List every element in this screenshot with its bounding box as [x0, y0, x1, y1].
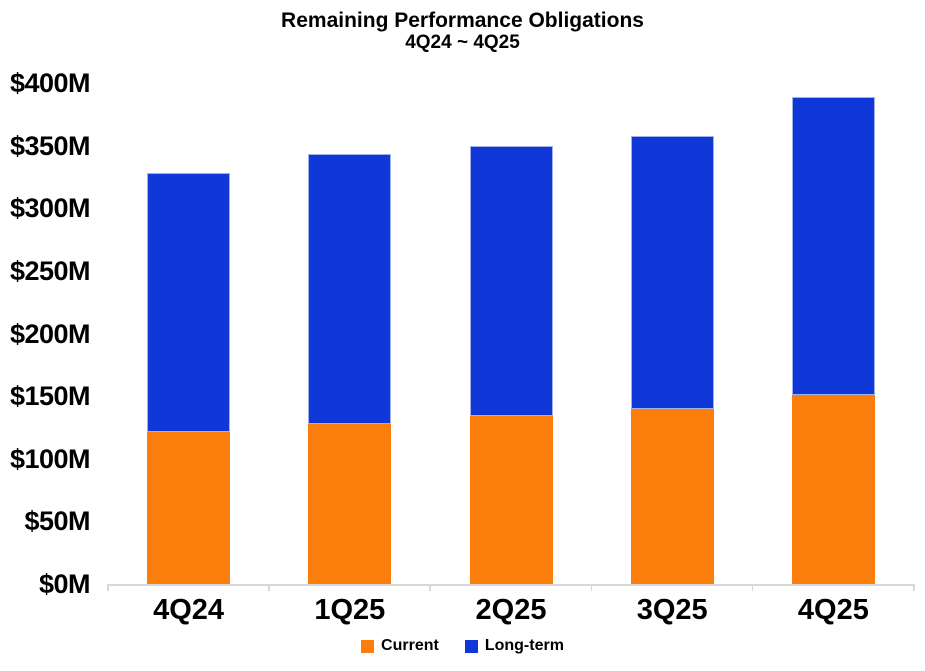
- x-axis-line: [108, 584, 914, 586]
- y-axis-label: $400M: [9, 68, 91, 98]
- bar-segment-long-term: [630, 135, 714, 409]
- x-axis-label: 2Q25: [475, 594, 547, 626]
- bar-segment-long-term: [469, 145, 553, 417]
- x-axis-tick-mark: [107, 584, 109, 591]
- x-axis-tick-mark: [429, 584, 431, 591]
- x-axis-tick-mark: [913, 584, 915, 591]
- chart-legend: Current Long-term: [0, 637, 925, 655]
- chart-subtitle: 4Q24 ~ 4Q25: [405, 32, 520, 53]
- x-axis-label: 1Q25: [314, 594, 386, 626]
- bar-segment-current: [469, 416, 553, 584]
- bar-segment-current: [791, 394, 875, 584]
- bar-segment-long-term: [147, 173, 231, 433]
- y-axis-label: $300M: [9, 193, 91, 224]
- x-axis-tick-mark: [590, 584, 593, 591]
- y-axis-label: $150M: [9, 381, 91, 412]
- bar-segment-long-term: [791, 96, 875, 395]
- x-axis-label: 4Q24: [153, 594, 225, 626]
- y-axis-label: $0M: [38, 569, 91, 599]
- y-axis-label: $100M: [9, 443, 91, 474]
- chart-title-block: Remaining Performance Obligations 4Q24 ~…: [0, 9, 925, 53]
- x-axis-tick-mark: [751, 584, 754, 591]
- y-axis-label: $250M: [9, 255, 91, 286]
- legend-label: Current: [381, 637, 439, 654]
- x-axis-label: 4Q25: [797, 594, 869, 626]
- x-axis-tick-mark: [268, 584, 270, 591]
- legend-item-current: Current: [361, 637, 439, 655]
- chart-title: Remaining Performance Obligations: [281, 9, 644, 32]
- legend-item-long-term: Long-term: [464, 637, 564, 655]
- bar-segment-current: [630, 408, 714, 584]
- legend-label: Long-term: [484, 637, 564, 654]
- x-axis-label: 3Q25: [636, 594, 708, 626]
- bar-segment-long-term: [308, 154, 392, 424]
- legend-swatch-icon: [464, 639, 478, 653]
- y-axis-label: $200M: [9, 318, 91, 349]
- bar-segment-current: [147, 432, 231, 584]
- legend-swatch-icon: [361, 639, 375, 653]
- bar-segment-current: [308, 423, 392, 584]
- y-axis-label: $50M: [24, 506, 90, 537]
- y-axis-label: $350M: [9, 130, 91, 161]
